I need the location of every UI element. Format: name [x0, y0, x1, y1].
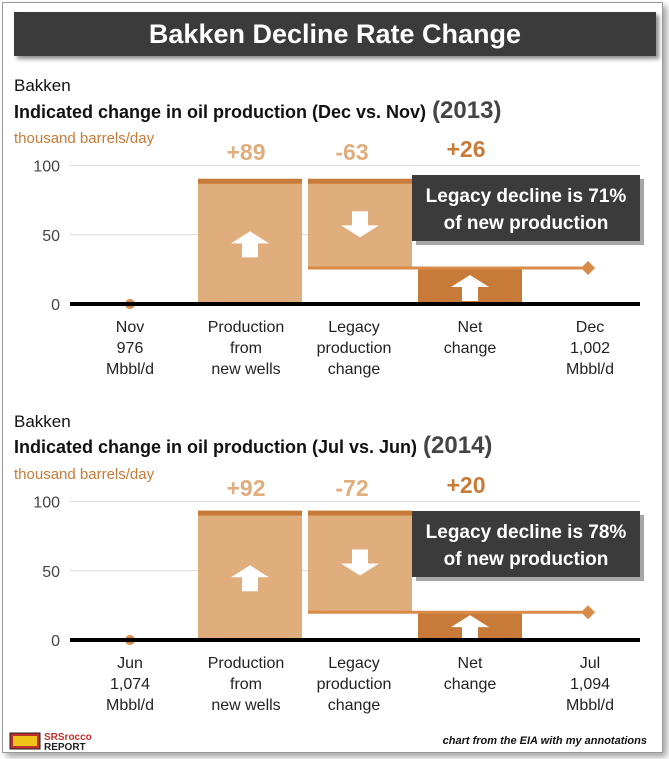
x-category-label-line: change — [444, 340, 497, 357]
x-category-label-line: Net — [458, 655, 483, 672]
x-category-label-line: production — [317, 676, 392, 693]
x-category-label: Net change — [444, 319, 497, 357]
chart-frame — [2, 2, 663, 753]
x-category-label: Legacy production change — [317, 319, 392, 378]
change-label-net: +20 — [446, 472, 485, 498]
year-label: (2014) — [423, 432, 493, 459]
waterfall-chart-2014: 0 50 100 +92 -72 +20 Jun 1,074 Mbbl/d Production f… — [33, 472, 644, 714]
x-category-label: Production from new wells — [208, 655, 285, 714]
x-category-label-line: production — [317, 340, 392, 357]
x-category-label-line: 976 — [117, 340, 144, 357]
x-category-label-line: Production — [208, 655, 285, 672]
waterfall-chart-2013: 0 50 100 +89 -63 +26 Nov 976 Mbbl/d Production fro… — [33, 136, 644, 378]
bar-new-wells-top-edge — [198, 510, 302, 516]
x-category-label-line: Dec — [576, 319, 604, 336]
callout-text-line-2: of new production — [444, 549, 609, 570]
y-axis-units: thousand barrels/day — [14, 130, 155, 147]
x-category-label-line: new wells — [211, 361, 280, 378]
x-category-label-line: change — [444, 676, 497, 693]
bar-new-wells-top-edge — [198, 178, 302, 184]
x-category-label: Dec 1,002 Mbbl/d — [566, 319, 614, 378]
down-arrow-icon — [341, 549, 379, 576]
end-point-marker — [581, 260, 595, 275]
page-title: Bakken Decline Rate Change — [14, 12, 656, 56]
x-category-label: Nov 976 Mbbl/d — [106, 319, 154, 378]
x-category-label-line: Production — [208, 319, 285, 336]
x-category-label: Jun 1,074 Mbbl/d — [106, 655, 154, 714]
source-note: chart from the EIA with my annotations — [442, 735, 647, 747]
x-category-label-line: 1,002 — [570, 340, 610, 357]
up-arrow-icon — [451, 615, 489, 642]
y-tick-label: 0 — [51, 633, 60, 650]
change-label-legacy: -72 — [335, 475, 368, 501]
x-category-label-line: Mbbl/d — [566, 361, 614, 378]
x-category-label-line: Mbbl/d — [106, 697, 154, 714]
x-category-label: Jul 1,094 Mbbl/d — [566, 655, 614, 714]
srsrocco-logo: SRSrocco REPORT — [9, 732, 92, 753]
svg-text:SRSrocco: SRSrocco — [44, 732, 92, 743]
y-tick-label: 0 — [51, 297, 60, 314]
chart-subtitle: Indicated change in oil production (Jul … — [14, 432, 492, 460]
up-arrow-icon — [231, 565, 269, 592]
end-point-marker — [581, 605, 595, 620]
callout-box — [412, 175, 640, 241]
callout-text-line-2: of new production — [444, 213, 609, 234]
svg-text:REPORT: REPORT — [44, 742, 86, 753]
callout-text-line-1: Legacy decline is 71% — [426, 186, 627, 207]
down-arrow-icon — [341, 211, 379, 238]
subtitle-text: Indicated change in oil production (Dec … — [14, 102, 427, 122]
x-category-label-line: 1,074 — [110, 676, 150, 693]
y-tick-label: 100 — [33, 159, 60, 176]
y-tick-label: 50 — [42, 228, 60, 245]
callout-box — [412, 511, 640, 577]
x-category-label-line: Nov — [116, 319, 144, 336]
x-category-label: Net change — [444, 655, 497, 693]
x-category-label-line: Jul — [580, 655, 600, 672]
x-category-label-line: from — [230, 676, 262, 693]
x-category-label-line: Net — [458, 319, 483, 336]
x-category-label-line: change — [328, 697, 381, 714]
x-category-label-line: Legacy — [328, 655, 380, 672]
x-category-label: Legacy production change — [317, 655, 392, 714]
change-label-legacy: -63 — [335, 139, 368, 165]
y-axis-units: thousand barrels/day — [14, 466, 155, 483]
y-tick-label: 50 — [42, 564, 60, 581]
region-label: Bakken — [14, 76, 71, 95]
chart-subtitle: Indicated change in oil production (Dec … — [14, 97, 501, 125]
subtitle-text: Indicated change in oil production (Jul … — [14, 437, 418, 457]
x-category-label-line: new wells — [211, 697, 280, 714]
x-category-label-line: Legacy — [328, 319, 380, 336]
bar-legacy-top-edge — [308, 510, 412, 516]
change-label-net: +26 — [446, 136, 485, 162]
year-label: (2013) — [432, 97, 502, 124]
x-category-label-line: Mbbl/d — [566, 697, 614, 714]
x-category-label-line: change — [328, 361, 381, 378]
x-category-label: Production from new wells — [208, 319, 285, 378]
up-arrow-icon — [231, 231, 269, 258]
x-category-label-line: 1,094 — [570, 676, 610, 693]
up-arrow-icon — [451, 274, 489, 301]
change-label-new-wells: +92 — [226, 475, 265, 501]
bar-legacy-top-edge — [308, 178, 412, 184]
change-label-new-wells: +89 — [226, 139, 265, 165]
callout-text-line-1: Legacy decline is 78% — [426, 522, 627, 543]
x-category-label-line: Jun — [117, 655, 143, 672]
x-category-label-line: Mbbl/d — [106, 361, 154, 378]
y-tick-label: 100 — [33, 495, 60, 512]
region-label: Bakken — [14, 412, 71, 431]
x-category-label-line: from — [230, 340, 262, 357]
